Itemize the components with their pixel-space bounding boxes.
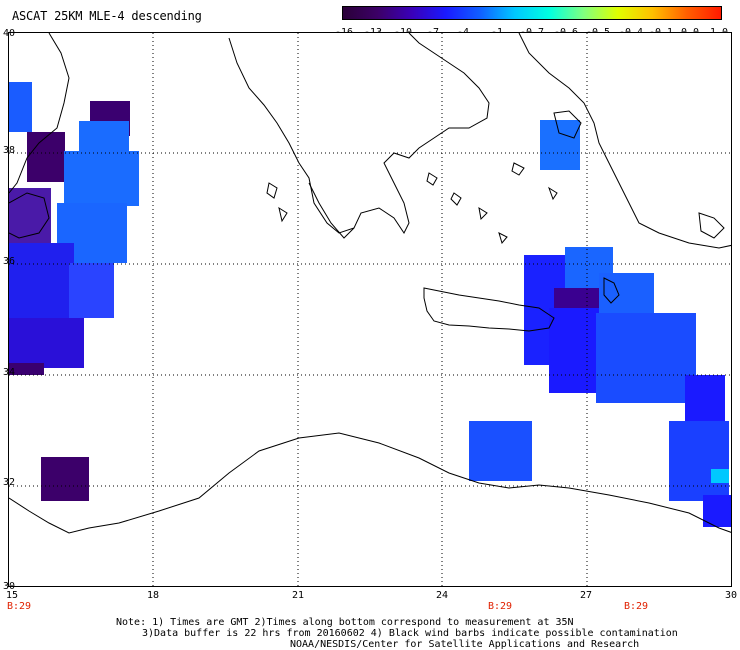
color-scale-gradient [343, 7, 721, 19]
map-panel[interactable] [8, 32, 732, 587]
lon-label: 18 [147, 590, 160, 601]
lon-label: 15 [6, 590, 19, 601]
lon-label: 27 [580, 590, 593, 601]
wind-cell [27, 132, 65, 182]
lat-label: 40 [3, 28, 16, 39]
note-line-2: 3)Data buffer is 22 hrs from 20160602 4)… [142, 628, 678, 639]
wind-cell [703, 495, 731, 527]
lat-label: 36 [3, 256, 16, 267]
time-label: B:29 [624, 601, 649, 612]
lat-label: 30 [3, 581, 16, 592]
wind-cell [64, 151, 139, 206]
lat-label: 32 [3, 477, 16, 488]
wind-cell [469, 421, 532, 481]
wind-cell [596, 313, 696, 403]
product-title: ASCAT 25KM MLE-4 descending [12, 9, 202, 23]
wind-data-cells [9, 82, 731, 527]
lon-label: 21 [292, 590, 305, 601]
coastlines [9, 33, 731, 534]
color-scale-bar [342, 6, 722, 20]
graticule [9, 33, 731, 586]
wind-cell [9, 82, 32, 132]
wind-cell [540, 120, 580, 170]
wind-cell [711, 469, 729, 483]
wind-cell [9, 363, 44, 375]
note-line-3: NOAA/NESDIS/Center for Satellite Applica… [290, 639, 640, 650]
note-line-1: Note: 1) Times are GMT 2)Times along bot… [116, 617, 574, 628]
lon-label: 24 [436, 590, 449, 601]
lat-label: 38 [3, 145, 16, 156]
wind-cell [9, 318, 84, 368]
lat-label: 34 [3, 367, 16, 378]
lon-label: 30 [725, 590, 738, 601]
wind-cell [685, 375, 725, 423]
time-label: B:29 [7, 601, 32, 612]
wind-cell [9, 243, 74, 318]
time-label: B:29 [488, 601, 513, 612]
wind-cell [669, 421, 729, 501]
map-canvas [9, 33, 731, 586]
wind-cell [69, 263, 114, 318]
wind-cell [9, 188, 51, 243]
wind-cell [41, 457, 89, 501]
